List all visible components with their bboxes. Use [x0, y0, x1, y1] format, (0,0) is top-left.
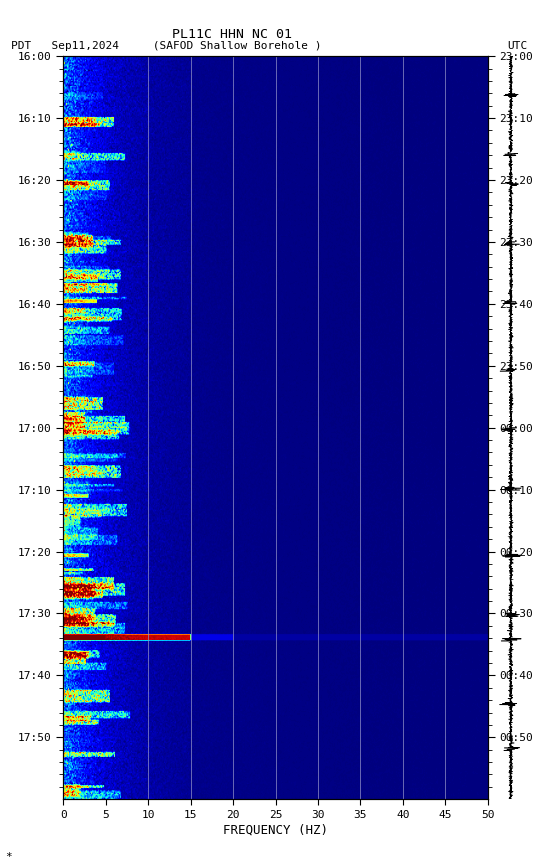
Text: PL11C HHN NC 01: PL11C HHN NC 01 — [172, 28, 292, 41]
Text: UTC: UTC — [507, 41, 527, 52]
Text: *: * — [6, 852, 12, 861]
Text: PDT   Sep11,2024     (SAFOD Shallow Borehole ): PDT Sep11,2024 (SAFOD Shallow Borehole ) — [11, 41, 321, 52]
X-axis label: FREQUENCY (HZ): FREQUENCY (HZ) — [223, 823, 328, 836]
